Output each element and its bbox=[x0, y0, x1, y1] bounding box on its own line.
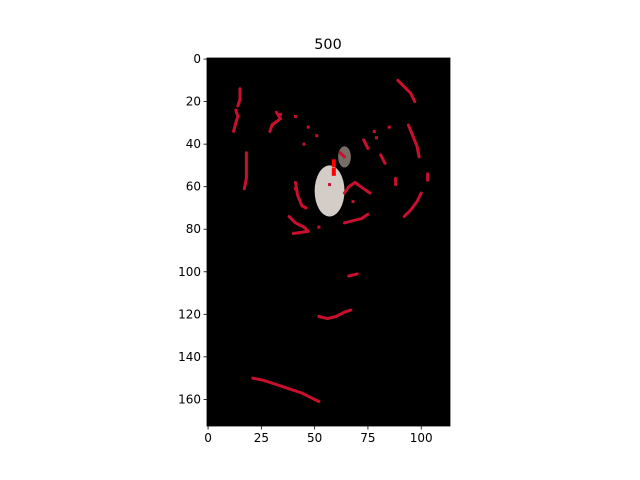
edge-segment bbox=[232, 108, 240, 133]
edge-segment bbox=[396, 78, 417, 104]
image-content bbox=[232, 78, 430, 403]
marker bbox=[331, 159, 336, 168]
edge-dot bbox=[372, 129, 376, 133]
y-tick-label: 0 bbox=[193, 52, 201, 66]
axes-frame bbox=[206, 57, 451, 427]
edge-segment bbox=[287, 215, 310, 235]
edge-dot bbox=[374, 136, 378, 140]
edge-dot bbox=[306, 125, 310, 129]
y-tick-label: 60 bbox=[186, 180, 201, 194]
x-tick-label: 50 bbox=[307, 431, 322, 445]
edge-segment bbox=[402, 191, 423, 218]
edge-dot bbox=[315, 134, 319, 138]
edge-dot bbox=[302, 142, 306, 146]
edge-dot bbox=[293, 187, 297, 191]
edge-segment bbox=[338, 151, 346, 159]
y-axis: 0 20 40 60 80 100 120 140 160 bbox=[178, 52, 207, 406]
edge-dot bbox=[293, 114, 297, 118]
edge-segment bbox=[343, 212, 370, 225]
marker bbox=[331, 167, 336, 176]
edge-segment bbox=[379, 153, 387, 165]
edge-dot bbox=[328, 183, 332, 187]
x-axis: 0 25 50 75 100 bbox=[204, 426, 433, 445]
y-tick-label: 160 bbox=[178, 392, 201, 406]
edge-dot bbox=[351, 200, 355, 204]
x-tick-label: 25 bbox=[254, 431, 269, 445]
edge-segment bbox=[236, 87, 242, 108]
edge-segment bbox=[347, 272, 359, 278]
y-tick-label: 120 bbox=[178, 307, 201, 321]
image-background bbox=[207, 58, 450, 426]
edge-segment bbox=[251, 376, 321, 403]
edge-dot bbox=[387, 125, 391, 129]
edge-segment bbox=[317, 308, 353, 321]
y-tick-label: 20 bbox=[186, 95, 201, 109]
edge-dot bbox=[279, 112, 283, 116]
y-tick-label: 100 bbox=[178, 265, 201, 279]
edge-segment bbox=[362, 138, 370, 150]
y-tick-label: 80 bbox=[186, 222, 201, 236]
y-tick-label: 140 bbox=[178, 350, 201, 364]
edge-segment bbox=[242, 151, 248, 191]
x-tick-label: 0 bbox=[204, 431, 212, 445]
y-tick-label: 40 bbox=[186, 137, 201, 151]
edge-segment bbox=[343, 180, 372, 195]
bright-blob bbox=[314, 165, 345, 217]
x-tick-label: 75 bbox=[360, 431, 375, 445]
chart-title: 500 bbox=[314, 37, 341, 53]
edge-segment bbox=[406, 123, 421, 159]
edge-dot bbox=[317, 225, 321, 229]
plot-area bbox=[206, 57, 451, 427]
edge-segment bbox=[268, 110, 282, 133]
x-tick-label: 100 bbox=[410, 431, 433, 445]
